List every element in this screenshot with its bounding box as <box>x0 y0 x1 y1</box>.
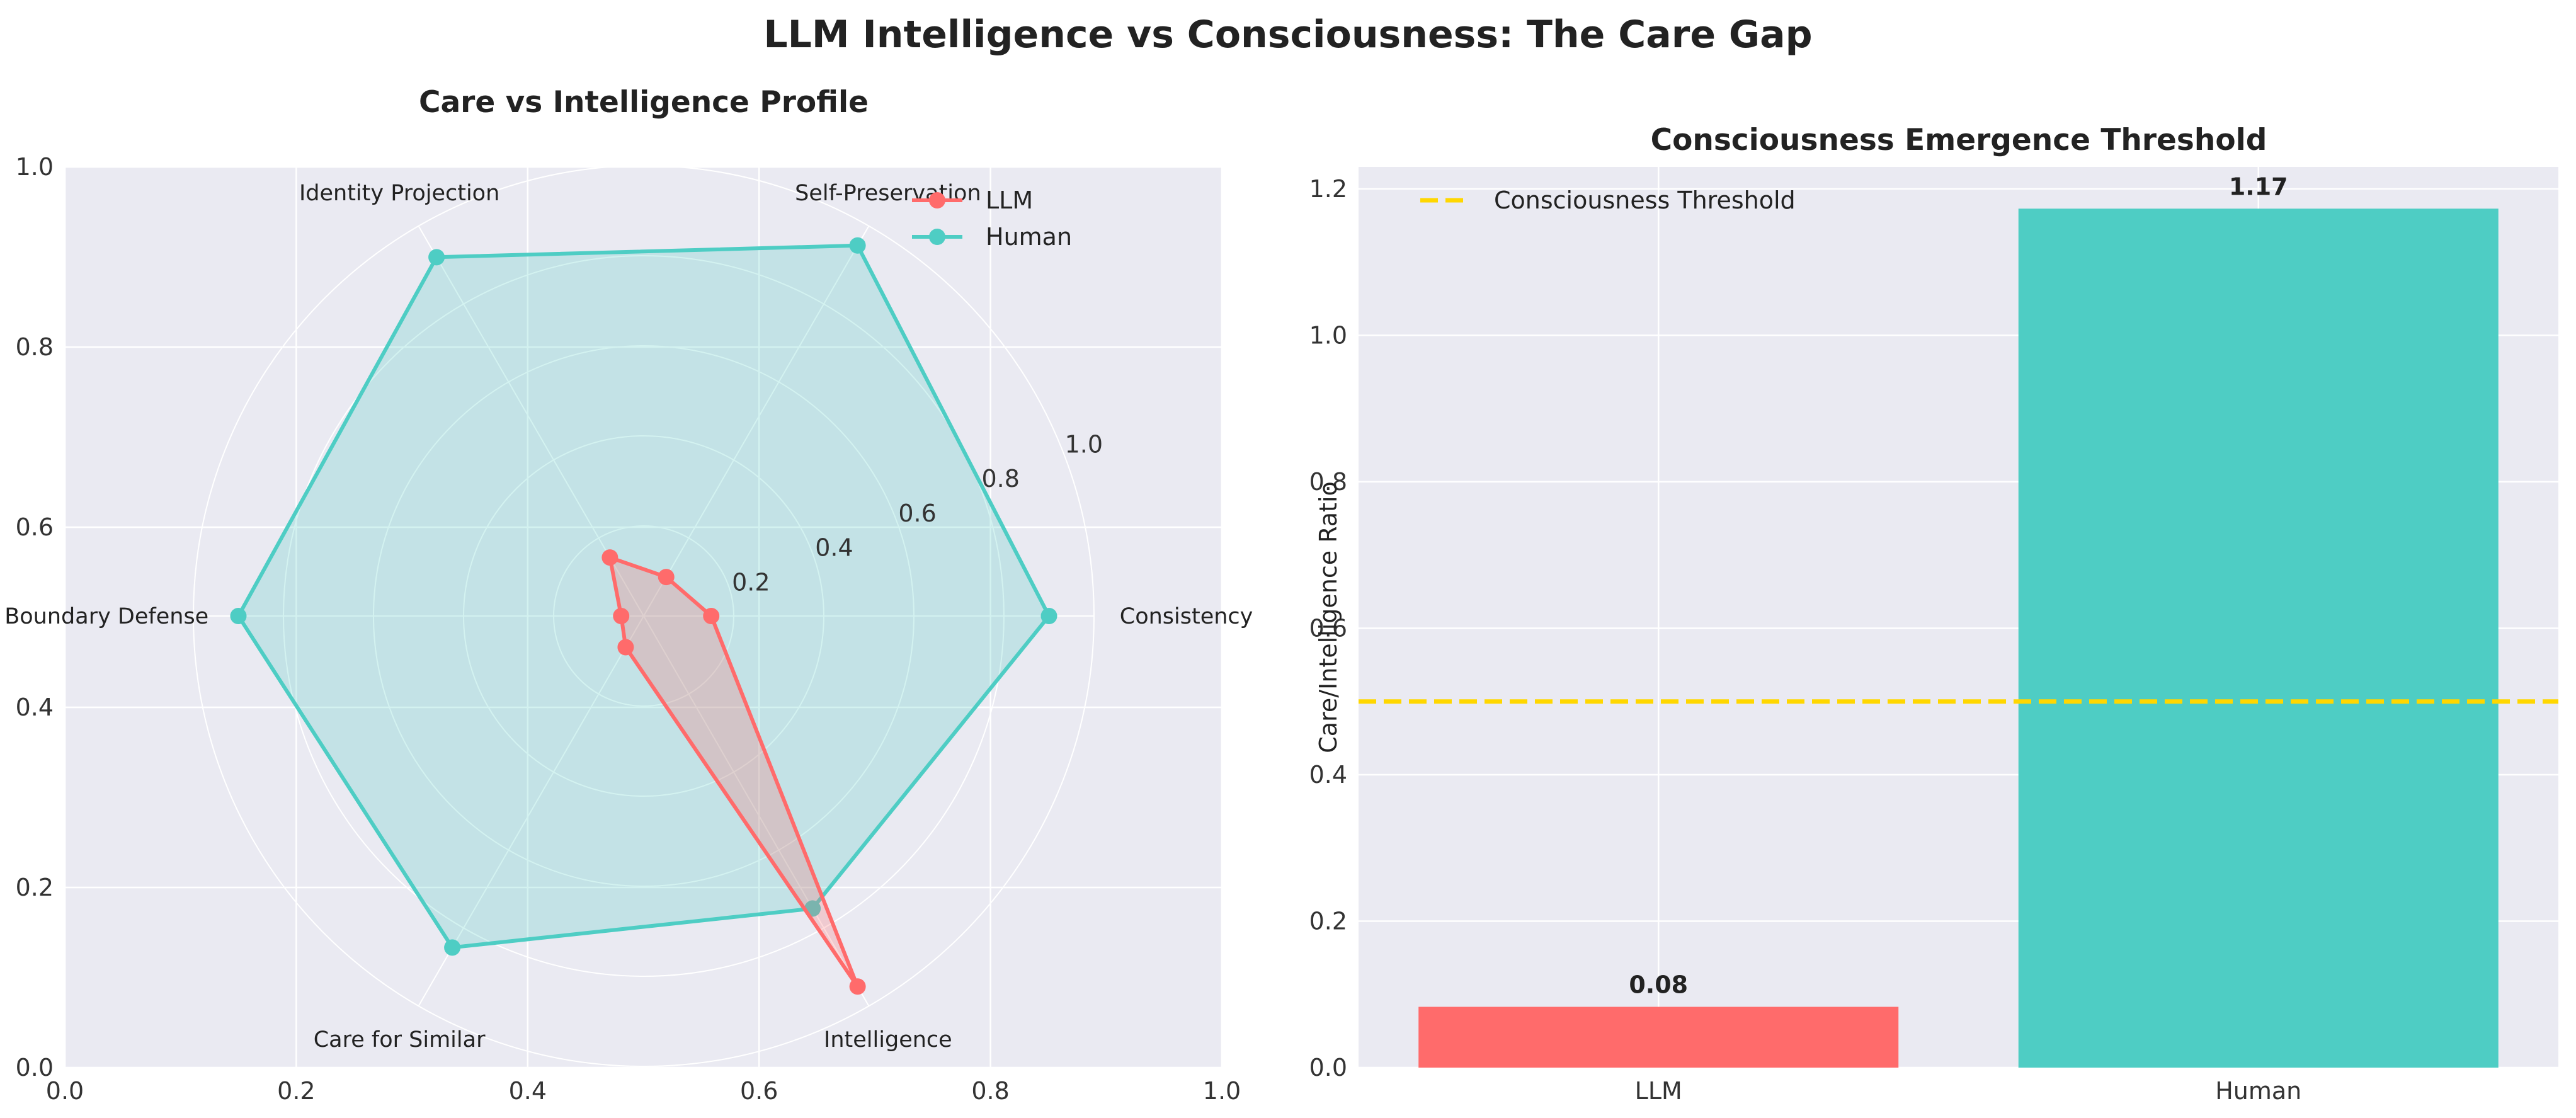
radar-radial-tick-label: 0.4 <box>815 534 853 562</box>
radar-radial-tick-label: 0.8 <box>981 465 1019 493</box>
radar-point-human <box>1040 608 1057 624</box>
radar-radial-tick-label: 0.2 <box>732 568 770 596</box>
radar-fill-llm <box>610 557 858 987</box>
radar-spoke <box>643 615 870 1007</box>
bar-series-layer: 0.08 1.17 <box>1418 173 2499 1068</box>
bar-x-ticks: LLM Human <box>1635 1077 2302 1105</box>
bar-legend: Consciousness Threshold <box>1420 186 1796 214</box>
bar-x-tick-label: LLM <box>1635 1077 1682 1105</box>
bar-y-tick-label: 0.0 <box>1309 1054 1347 1081</box>
figure-title: LLM Intelligence vs Consciousness: The C… <box>763 13 1812 57</box>
radar-frame-x-tick: 0.2 <box>277 1077 315 1105</box>
radar-frame-y-tick: 0.6 <box>16 513 54 541</box>
legend-label-llm: LLM <box>986 186 1033 214</box>
bar-chart-title: Consciousness Emergence Threshold <box>1651 123 2267 157</box>
radar-frame-y-tick: 1.0 <box>16 153 54 181</box>
radar-point-human <box>444 939 461 956</box>
radar-series-layer <box>230 237 1057 995</box>
radar-category-label: Intelligence <box>824 1027 952 1052</box>
legend-marker-human <box>929 229 945 245</box>
radar-category-labels: Consistency Self-Preservation Identity Pro… <box>4 181 1253 1052</box>
legend-label-human: Human <box>986 223 1072 251</box>
radar-chart-panel: 0.00.0 0.2 0.2 0.4 0.4 0.6 0.6 0.8 0.8 1.0 1.0 Con… <box>4 85 1253 1105</box>
radar-frame-y-tick: 0.0 <box>16 1054 54 1081</box>
radar-frame-y-tick: 0.2 <box>16 874 54 901</box>
radar-frame-x-tick: 1.0 <box>1203 1077 1241 1105</box>
bar-chart-panel: 0.00.20.40.60.81.01.2 0.081.17 LLM Human … <box>1309 123 2558 1105</box>
bar-y-tick-label: 1.2 <box>1309 175 1347 203</box>
radar-radial-tick-label: 1.0 <box>1065 430 1103 458</box>
radar-chart-title: Care vs Intelligence Profile <box>419 85 869 120</box>
radar-point-llm <box>703 608 720 624</box>
radar-frame-x-tick: 0.0 <box>46 1077 84 1105</box>
radar-point-human <box>849 237 866 254</box>
bar-y-tick-label: 0.2 <box>1309 907 1347 935</box>
bar-y-ticks: 0.0 0.2 0.4 0.6 0.8 1.0 1.2 <box>1309 175 1347 1081</box>
radar-frame-x-tick: 0.6 <box>740 1077 778 1105</box>
radar-frame-y-tick: 0.8 <box>16 333 54 361</box>
bar-x-tick-label: Human <box>2215 1077 2301 1105</box>
radar-point-llm <box>849 978 866 995</box>
bar-y-tick-label: 0.6 <box>1309 614 1347 642</box>
radar-point-human <box>428 249 445 266</box>
radar-point-llm <box>601 549 618 566</box>
bar-llm <box>1418 1007 1899 1068</box>
legend-marker-llm <box>929 192 945 208</box>
radar-frame-x-tick: 0.8 <box>971 1077 1009 1105</box>
radar-spoke <box>643 225 870 617</box>
bar-human <box>2018 208 2499 1068</box>
radar-point-human <box>230 608 247 624</box>
radar-frame-grid <box>64 166 1223 1069</box>
radar-category-label: Boundary Defense <box>4 604 208 629</box>
bar-y-tick-label: 0.8 <box>1309 468 1347 496</box>
radar-category-label: Consistency <box>1120 604 1253 629</box>
radar-category-label: Care for Similar <box>314 1027 486 1052</box>
radar-legend: LLM Human <box>912 186 1072 251</box>
radar-point-llm <box>617 639 634 656</box>
bar-y-tick-label: 0.4 <box>1309 761 1347 789</box>
bar-y-tick-label: 1.0 <box>1309 321 1347 349</box>
radar-point-llm <box>658 569 675 586</box>
radar-point-llm <box>613 608 630 624</box>
bar-value-label: 1.17 <box>2229 173 2288 200</box>
radar-category-label: Identity Projection <box>299 181 499 206</box>
bar-value-label: 0.08 <box>1629 971 1688 999</box>
radar-radial-tick-label: 0.6 <box>898 499 936 527</box>
radar-category-label: Self-Preservation <box>795 181 981 206</box>
radar-radial-ticks: 0.2 0.4 0.6 0.8 1.0 <box>732 430 1103 596</box>
legend-threshold-label: Consciousness Threshold <box>1494 186 1796 214</box>
radar-frame-y-tick: 0.4 <box>16 693 54 721</box>
radar-frame-x-tick: 0.4 <box>509 1077 547 1105</box>
radar-frame-ticks: 0.00.0 0.2 0.2 0.4 0.4 0.6 0.6 0.8 0.8 1.0 1.0 <box>16 153 1241 1105</box>
bar-y-axis-label: Care/Intelligence Ratio <box>1314 481 1342 753</box>
radar-fill-human <box>238 245 1049 948</box>
